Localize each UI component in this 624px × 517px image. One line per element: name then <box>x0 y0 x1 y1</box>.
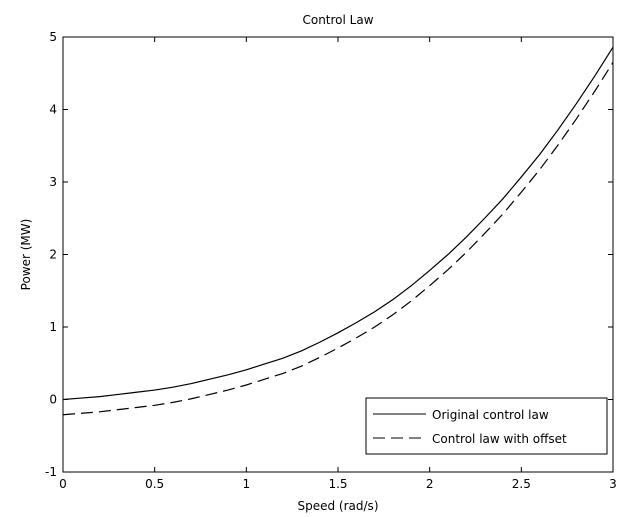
legend-label-original: Original control law <box>432 408 549 422</box>
y-tick-label: 4 <box>49 103 57 117</box>
y-tick-label: 2 <box>49 248 57 262</box>
x-tick-label: 0 <box>59 477 67 491</box>
y-tick-label: 3 <box>49 175 57 189</box>
y-axis-ticks: -1 0 1 2 3 4 5 <box>45 30 613 479</box>
y-tick-label: -1 <box>45 465 57 479</box>
x-tick-label: 2.5 <box>512 477 531 491</box>
y-tick-label: 0 <box>49 393 57 407</box>
series-line-original <box>62 46 614 401</box>
x-tick-label: 2 <box>426 477 434 491</box>
y-axis-label: Power (MW) <box>19 219 33 291</box>
legend: Original control law Control law with of… <box>365 397 608 455</box>
x-tick-label: 0.5 <box>145 477 164 491</box>
x-tick-label: 3 <box>609 477 617 491</box>
x-tick-label: 1 <box>243 477 251 491</box>
chart-title: Control Law <box>302 13 373 27</box>
x-axis-label: Speed (rad/s) <box>298 499 379 513</box>
legend-box <box>365 397 608 455</box>
legend-label-offset: Control law with offset <box>432 432 567 446</box>
series-group <box>62 46 614 416</box>
x-tick-label: 1.5 <box>328 477 347 491</box>
y-tick-label: 5 <box>49 30 57 44</box>
series-line-offset <box>62 62 614 416</box>
y-tick-label: 1 <box>49 320 57 334</box>
x-axis-ticks: 0 0.5 1 1.5 2 2.5 3 <box>59 37 617 491</box>
